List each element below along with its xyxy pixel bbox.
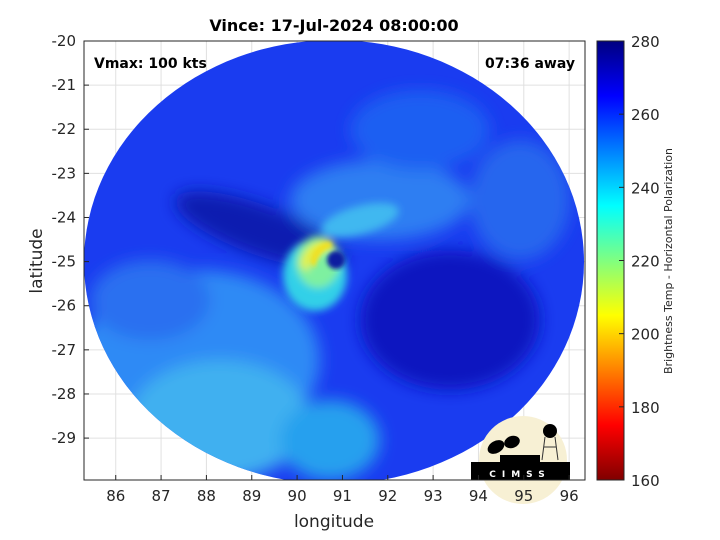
colorbar-label: Brightness Temp - Horizontal Polarizatio… [662, 148, 675, 374]
x-tick-label: 90 [288, 487, 307, 505]
y-tick-label: -22 [52, 120, 77, 138]
x-tick-label: 88 [197, 487, 216, 505]
x-tick-label: 93 [424, 487, 443, 505]
time-offset-annotation: 07:36 away [485, 56, 575, 72]
brightness-temp-swath [84, 41, 584, 480]
x-tick-label: 95 [514, 487, 533, 505]
colorbar-tick-label: 160 [631, 472, 660, 490]
colorbar-ticks: 280 260 240 220 200 180 160 [619, 33, 660, 490]
x-tick-label: 96 [560, 487, 579, 505]
y-tick-label: -26 [52, 297, 77, 315]
x-tick-label: 92 [378, 487, 397, 505]
vmax-annotation: Vmax: 100 kts [94, 56, 207, 72]
colorbar-tick-label: 260 [631, 106, 660, 124]
y-tick-label: -25 [52, 253, 77, 271]
y-tick-label: -27 [52, 341, 77, 359]
y-tick-label: -24 [52, 208, 77, 226]
x-tick-label: 87 [152, 487, 171, 505]
y-tick-label: -23 [52, 164, 77, 182]
x-tick-label: 86 [106, 487, 125, 505]
plot-frame [83, 40, 586, 481]
y-tick-label: -20 [52, 32, 77, 50]
colorbar-tick-label: 200 [631, 326, 660, 344]
y-axis-label: latitude [27, 228, 47, 293]
x-tick-label: 89 [242, 487, 261, 505]
y-tick-label: -29 [52, 429, 77, 447]
x-axis-label: longitude [294, 512, 374, 532]
x-tick-label: 91 [333, 487, 352, 505]
y-tick-label: -21 [52, 76, 77, 94]
x-tick-label: 94 [469, 487, 488, 505]
colorbar-tick-label: 220 [631, 253, 660, 271]
colorbar-tick-label: 180 [631, 399, 660, 417]
colorbar-tick-label: 280 [631, 33, 660, 51]
chart-title: Vince: 17-Jul-2024 08:00:00 [209, 16, 458, 35]
colorbar-tick-label: 240 [631, 179, 660, 197]
axis-ticks: 86 87 88 89 90 91 92 93 94 95 96 -20 -21 -22 -23 -24 -25… [52, 32, 579, 505]
cimss-logo: CIMSS [471, 416, 570, 504]
y-tick-label: -28 [52, 385, 77, 403]
logo-text: CIMSS [489, 470, 550, 480]
